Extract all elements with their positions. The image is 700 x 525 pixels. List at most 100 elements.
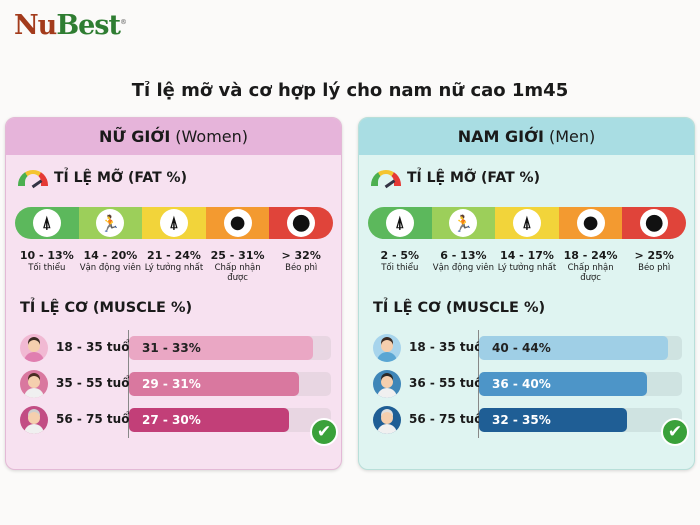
runner-icon: 🏃: [449, 209, 478, 237]
fat-category-label: Vận động viên: [432, 263, 494, 273]
man-avatar-icon: [373, 370, 401, 398]
fat-segment: ⍋: [368, 207, 432, 239]
muscle-range: 32 - 35%: [492, 413, 551, 427]
muscle-row: 56 - 75 tuổi 32 - 35%: [359, 406, 694, 434]
muscle-range: 29 - 31%: [142, 377, 201, 391]
fat-title-text: TỈ LỆ MỠ (FAT %): [407, 170, 540, 186]
women-panel: NỮ GIỚI (Women) TỈ LỆ MỠ (FAT %) ⍋ 🏃 ⍋ ● ● 10 …: [5, 117, 342, 470]
fat-range: 25 - 31%: [210, 249, 265, 262]
muscle-row: 56 - 75 tuổi 27 - 30%: [6, 406, 341, 434]
muscle-row: 18 - 35 tuổi 31 - 33%: [6, 334, 341, 362]
fat-category: 10 - 13% Tối thiểu: [15, 249, 79, 283]
woman-avatar-icon: [20, 406, 48, 434]
fat-scale-bar: ⍋ 🏃 ⍋ ● ●: [15, 207, 333, 239]
fat-category: 18 - 24% Chấp nhận được: [559, 249, 623, 283]
muscle-bar-track: 36 - 40%: [479, 372, 682, 396]
fat-labels: 10 - 13% Tối thiểu 14 - 20% Vận động viên 21…: [15, 249, 333, 283]
gender-english-label: (Men): [549, 127, 596, 146]
age-group-label: 35 - 55 tuổi: [56, 376, 134, 390]
gender-english-label: (Women): [175, 127, 249, 146]
obese-person-icon: ●: [640, 209, 669, 237]
fat-segment: ⍋: [495, 207, 559, 239]
muscle-section-title: TỈ LỆ CƠ (MUSCLE %): [373, 300, 545, 316]
fat-category: 25 - 31% Chấp nhận được: [206, 249, 270, 283]
fat-range: > 25%: [634, 249, 674, 262]
fat-category-label: Béo phì: [285, 263, 318, 273]
overweight-person-icon: ●: [223, 209, 252, 237]
fat-section-title: TỈ LỆ MỠ (FAT %): [18, 170, 187, 189]
fat-segment: ●: [558, 207, 623, 239]
gauge-icon: [371, 170, 401, 189]
fat-range: 14 - 20%: [83, 249, 138, 262]
obese-person-icon: ●: [287, 209, 316, 237]
muscle-row: 36 - 55 tuổi 36 - 40%: [359, 370, 694, 398]
fat-range: 6 - 13%: [440, 249, 487, 262]
person-icon: ⍋: [32, 209, 61, 237]
woman-avatar-icon: [20, 334, 48, 362]
muscle-row: 35 - 55 tuổi 29 - 31%: [6, 370, 341, 398]
fat-range: 18 - 24%: [563, 249, 618, 262]
fat-category: 21 - 24% Lý tưởng nhất: [142, 249, 206, 283]
muscle-title-text: TỈ LỆ CƠ (MUSCLE %): [20, 300, 193, 316]
muscle-row: 18 - 35 tuổi 40 - 44%: [359, 334, 694, 362]
man-avatar-icon: [373, 334, 401, 362]
person-icon: ⍋: [385, 209, 414, 237]
muscle-range: 40 - 44%: [492, 341, 551, 355]
fat-category-label: Vận động viên: [79, 263, 141, 273]
fat-category-label: Chấp nhận được: [214, 263, 261, 283]
overweight-person-icon: ●: [576, 209, 605, 237]
check-icon: ✔: [310, 418, 338, 446]
age-group-label: 18 - 35 tuổi: [409, 340, 487, 354]
logo-best: Best: [56, 10, 121, 41]
muscle-title-text: TỈ LỆ CƠ (MUSCLE %): [373, 300, 546, 316]
muscle-bar-fill: 40 - 44%: [479, 336, 668, 360]
runner-icon: 🏃: [96, 209, 125, 237]
fat-section-title: TỈ LỆ MỠ (FAT %): [371, 170, 540, 189]
gender-label: NỮ GIỚI: [98, 127, 171, 146]
fat-category-label: Lý tưởng nhất: [497, 263, 557, 273]
fat-segment: ●: [622, 207, 686, 239]
fat-category-label: Chấp nhận được: [567, 263, 614, 283]
fat-category-label: Tối thiểu: [28, 263, 66, 273]
muscle-bar-track: 29 - 31%: [129, 372, 331, 396]
muscle-range: 36 - 40%: [492, 377, 551, 391]
muscle-bar-track: 27 - 30%: [129, 408, 331, 432]
gauge-icon: [18, 170, 48, 189]
man-icon: ⍋: [512, 209, 541, 237]
fat-category: 14 - 17% Lý tưởng nhất: [495, 249, 559, 283]
age-group-label: 56 - 75 tuổi: [56, 412, 134, 426]
fat-category: 6 - 13% Vận động viên: [432, 249, 496, 283]
fat-labels: 2 - 5% Tối thiểu 6 - 13% Vận động viên 14 - …: [368, 249, 686, 283]
logo-nu: Nu: [14, 10, 57, 41]
nubest-logo: NuBest®: [14, 10, 127, 41]
age-group-label: 56 - 75 tuổi: [409, 412, 487, 426]
muscle-bar-fill: 36 - 40%: [479, 372, 648, 396]
muscle-bar-fill: 27 - 30%: [129, 408, 289, 432]
fat-scale-bar: ⍋ 🏃 ⍋ ● ●: [368, 207, 686, 239]
fat-segment: ⍋: [15, 207, 79, 239]
fat-segment: ●: [269, 207, 333, 239]
fat-category-label: Béo phì: [638, 263, 671, 273]
muscle-bar-track: 32 - 35%: [479, 408, 682, 432]
registered-mark: ®: [119, 18, 127, 26]
fat-category: > 32% Béo phì: [269, 249, 333, 283]
fat-range: 21 - 24%: [147, 249, 201, 262]
women-header: NỮ GIỚI (Women): [6, 118, 341, 155]
gender-label: NAM GIỚI: [457, 127, 544, 146]
fat-range: 10 - 13%: [19, 249, 74, 262]
divider: [128, 330, 129, 438]
fat-category: > 25% Béo phì: [622, 249, 686, 283]
muscle-section-title: TỈ LỆ CƠ (MUSCLE %): [20, 300, 192, 316]
man-avatar-icon: [373, 406, 401, 434]
fat-segment: ⍋: [142, 207, 206, 239]
men-header: NAM GIỚI (Men): [359, 118, 694, 155]
muscle-range: 27 - 30%: [142, 413, 201, 427]
age-group-label: 18 - 35 tuổi: [56, 340, 134, 354]
muscle-bar-fill: 31 - 33%: [129, 336, 313, 360]
fat-range: > 32%: [281, 249, 321, 262]
divider: [478, 330, 479, 438]
fat-segment: 🏃: [78, 207, 143, 239]
woman-avatar-icon: [20, 370, 48, 398]
fat-category: 2 - 5% Tối thiểu: [368, 249, 432, 283]
muscle-bar-fill: 32 - 35%: [479, 408, 628, 432]
